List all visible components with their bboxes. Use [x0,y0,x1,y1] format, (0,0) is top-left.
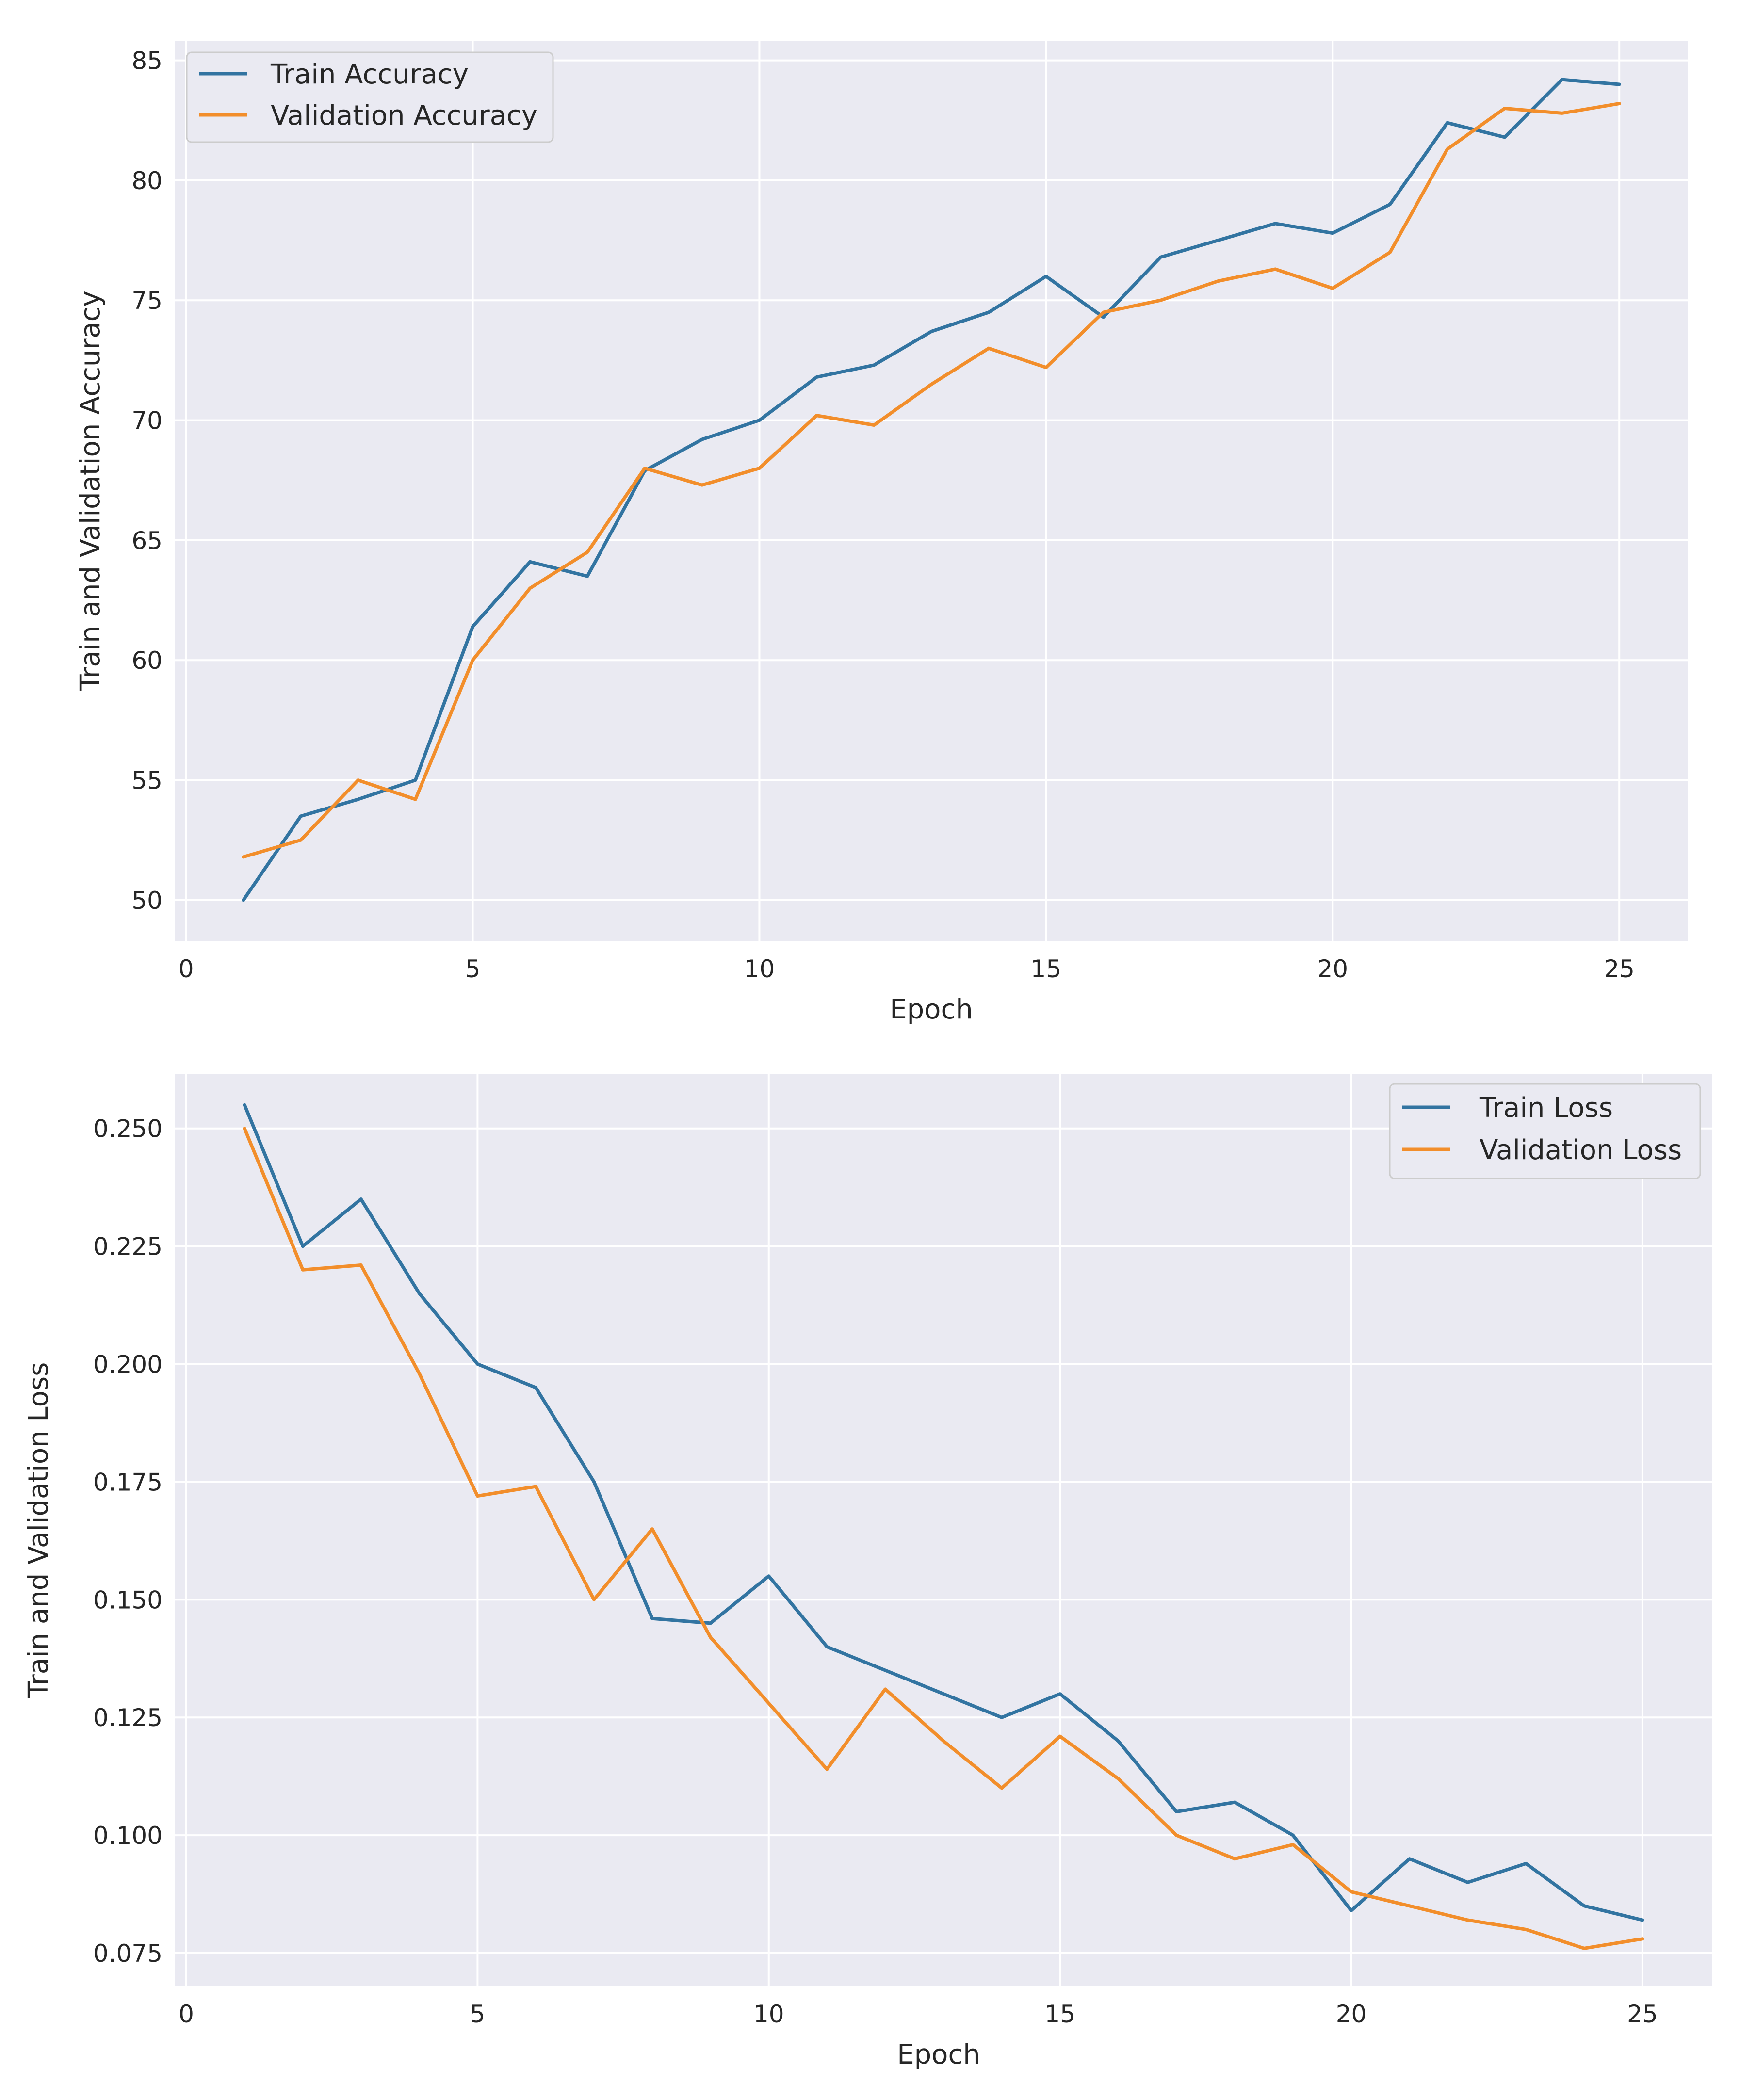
loss-legend: Train Loss Validation Loss [1389,1083,1701,1179]
accuracy-grid [175,41,1688,941]
accuracy-x-tick-15: 15 [1031,955,1062,983]
legend-label-validation-accuracy: Validation Accuracy [271,100,537,131]
accuracy-x-axis-label: Epoch [890,994,973,1025]
accuracy-y-axis-label: Train and Validation Accuracy [75,291,106,691]
loss-y-tick-4: 0.175 [93,1468,163,1496]
loss-y-tick-3: 0.150 [93,1586,163,1614]
loss-x-tick-15: 15 [1044,2000,1075,2028]
accuracy-series-train-accuracy [242,78,1621,902]
accuracy-plot-background [175,41,1688,941]
loss-series-train-loss [243,1103,1644,1922]
accuracy-y-tick-6: 80 [131,167,163,195]
accuracy-chart: 0 5 10 15 20 25 50 55 60 65 70 75 80 85 Epoch Train … [75,41,1688,1025]
loss-x-tick-20: 20 [1336,2000,1367,2028]
accuracy-legend: Train Accuracy Validation Accuracy [186,51,554,143]
loss-y-tick-7: 0.250 [93,1115,163,1143]
loss-plot-background [175,1074,1712,1986]
legend-label-train-accuracy: Train Accuracy [270,59,469,90]
accuracy-x-tick-10: 10 [744,955,775,983]
accuracy-series [242,78,1621,902]
loss-series-validation-loss [243,1127,1644,1950]
loss-x-tick-5: 5 [470,2000,485,2028]
loss-x-tick-0: 0 [179,2000,194,2028]
loss-x-tick-25: 25 [1627,2000,1658,2028]
loss-y-ticks: 0.075 0.100 0.125 0.150 0.175 0.200 0.225 0.250 [93,1115,163,1968]
accuracy-y-tick-2: 60 [131,646,163,675]
loss-series [243,1103,1644,1950]
loss-grid [175,1074,1712,1986]
loss-y-tick-1: 0.100 [93,1822,163,1850]
loss-x-axis-label: Epoch [897,2039,980,2070]
accuracy-x-tick-20: 20 [1317,955,1348,983]
loss-y-axis-label: Train and Validation Loss [23,1362,54,1698]
accuracy-y-tick-1: 55 [131,767,163,795]
accuracy-y-tick-4: 70 [131,407,163,435]
loss-chart: 0 5 10 15 20 25 0.075 0.100 0.125 0.150 0.175 0.20… [23,1074,1712,2070]
loss-y-tick-6: 0.225 [93,1233,163,1261]
accuracy-y-tick-5: 75 [131,287,163,315]
loss-y-tick-2: 0.125 [93,1704,163,1732]
accuracy-y-tick-3: 65 [131,527,163,555]
loss-x-ticks: 0 5 10 15 20 25 [179,2000,1658,2028]
accuracy-x-tick-0: 0 [179,955,194,983]
accuracy-x-tick-25: 25 [1604,955,1635,983]
loss-legend-box [1389,1083,1701,1179]
legend-label-validation-loss: Validation Loss [1480,1134,1682,1166]
legend-label-train-loss: Train Loss [1479,1092,1613,1124]
accuracy-y-tick-0: 50 [131,887,163,915]
accuracy-legend-box [186,51,554,143]
accuracy-y-tick-7: 85 [131,47,163,75]
loss-y-tick-0: 0.075 [93,1939,163,1968]
loss-x-tick-10: 10 [753,2000,784,2028]
loss-y-tick-5: 0.200 [93,1351,163,1379]
accuracy-x-ticks: 0 5 10 15 20 25 [179,955,1635,983]
accuracy-y-ticks: 50 55 60 65 70 75 80 85 [131,47,163,915]
accuracy-x-tick-5: 5 [465,955,481,983]
accuracy-series-validation-accuracy [242,102,1621,859]
